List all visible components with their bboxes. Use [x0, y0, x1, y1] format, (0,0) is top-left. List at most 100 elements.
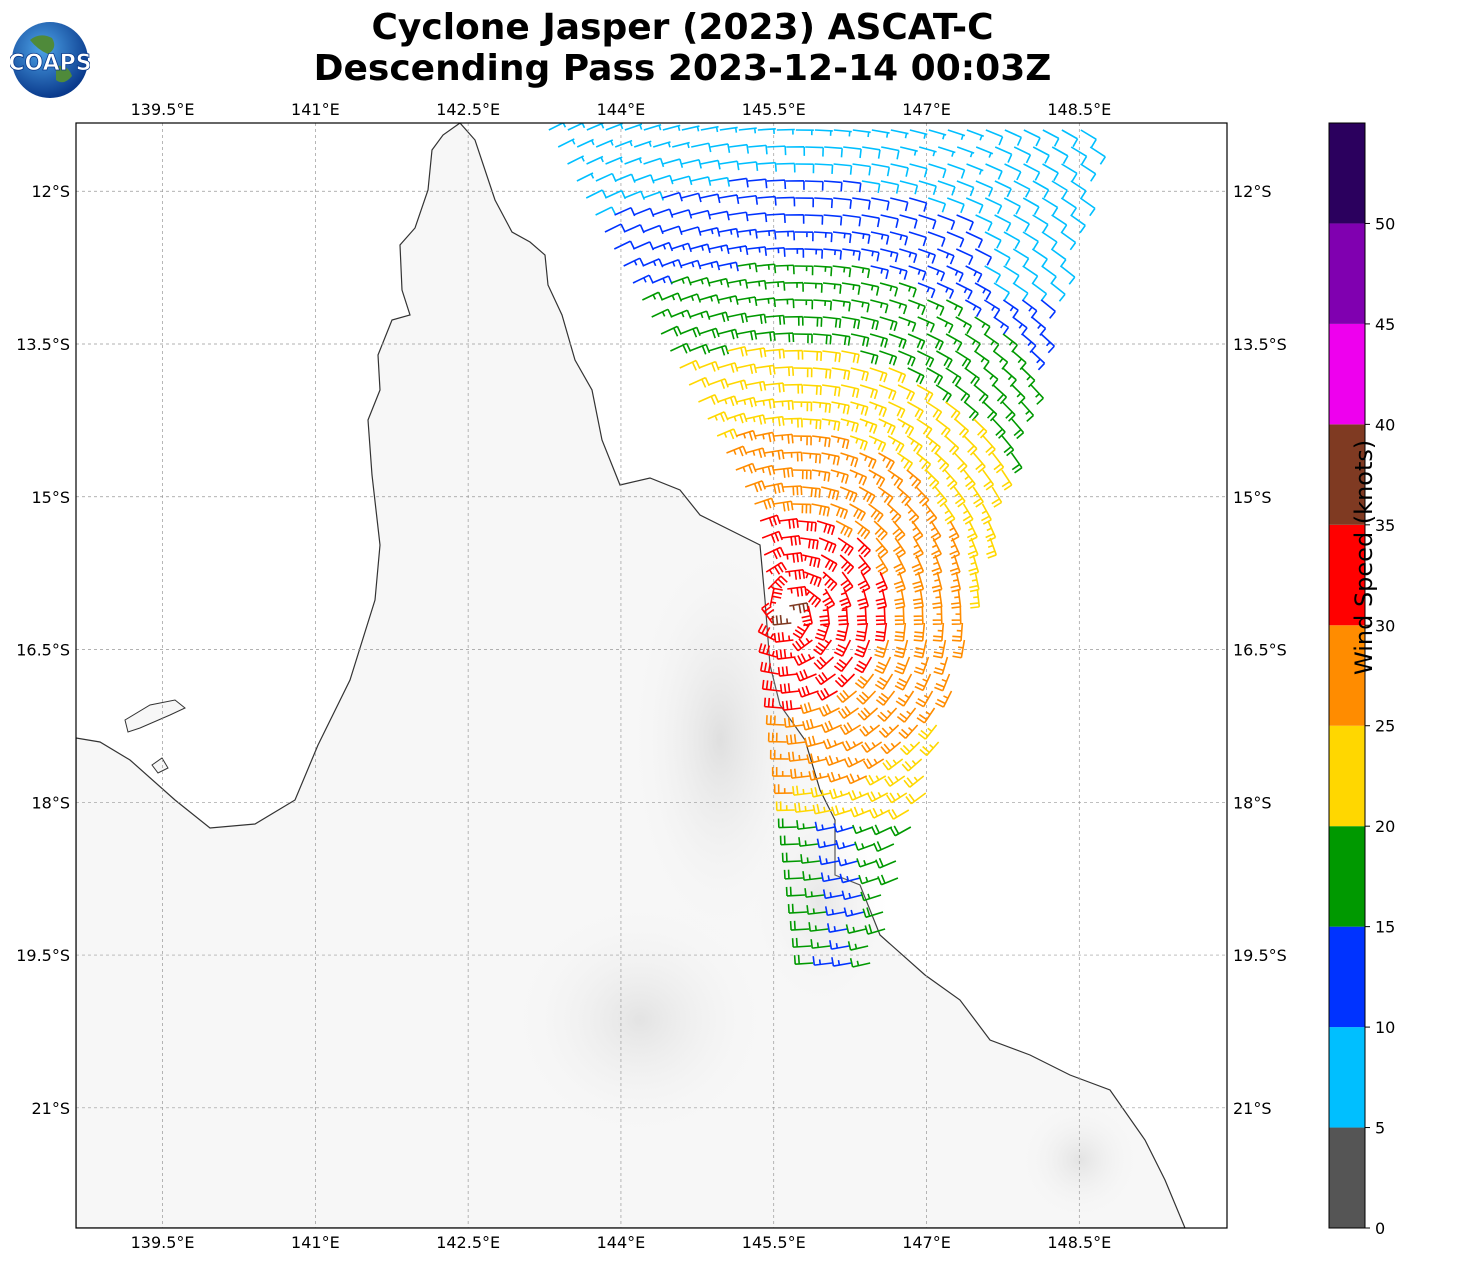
wind-barb	[816, 520, 836, 536]
wind-barb	[773, 632, 794, 643]
wind-barb	[765, 314, 786, 325]
wind-barb	[716, 428, 738, 440]
wind-barb	[857, 707, 879, 721]
wind-barb	[849, 806, 872, 818]
wind-barb	[906, 469, 922, 489]
wind-barb	[792, 503, 812, 514]
wind-barb	[802, 718, 823, 731]
wind-barb	[851, 299, 870, 313]
wind-barb	[822, 588, 836, 610]
wind-barb	[819, 605, 831, 626]
wind-barb	[767, 575, 788, 591]
wind-barb	[916, 707, 936, 724]
wind-barb	[719, 160, 740, 171]
wind-barb	[1011, 418, 1025, 440]
wind-barb	[736, 396, 757, 408]
wind-barb	[932, 622, 945, 642]
wind-barb	[896, 707, 917, 723]
chart-title-line-1: Cyclone Jasper (2023) ASCAT-C	[371, 7, 994, 48]
land-mass	[76, 123, 1186, 1228]
wind-barb	[737, 228, 758, 239]
wind-barb	[804, 735, 825, 748]
wind-barb	[765, 561, 787, 575]
wind-barb	[813, 656, 834, 670]
wind-barb	[936, 350, 953, 369]
wind-barb	[931, 537, 942, 559]
wind-barb	[754, 464, 776, 476]
wind-barb	[934, 452, 950, 473]
wind-barb	[887, 469, 904, 489]
wind-barb	[1050, 282, 1066, 302]
wind-barb	[824, 146, 843, 158]
wind-barb	[810, 787, 831, 798]
wind-barb	[806, 905, 827, 915]
wind-barb	[927, 231, 946, 247]
wind-barb	[759, 661, 779, 675]
wind-barb	[814, 821, 836, 832]
axis-tick-labels: 139.5°E 139.5°E 141°E 141°E 142.5°E 142.5°E 14…	[16, 100, 1287, 1252]
wind-barb	[868, 435, 887, 452]
wind-barb	[785, 568, 806, 580]
wind-barb	[661, 225, 683, 236]
wind-barb	[735, 462, 757, 474]
wind-barb	[890, 163, 909, 177]
wind-barb	[858, 874, 880, 885]
wind-barb	[898, 350, 916, 367]
wind-barb	[915, 452, 932, 472]
wind-barb	[917, 724, 938, 740]
wind-barb	[1032, 146, 1050, 164]
wind-barb	[773, 467, 794, 478]
wind-barb	[975, 180, 994, 197]
wind-barb	[912, 571, 925, 593]
wind-barb	[623, 257, 645, 267]
wind-barb	[994, 180, 1012, 198]
wind-barb	[950, 571, 962, 593]
chart-title-line-2: Descending Pass 2023-12-14 00:03Z	[313, 48, 1052, 89]
island-small	[151, 757, 169, 774]
wind-barb	[813, 231, 833, 243]
wind-barb	[1061, 129, 1079, 148]
wind-barb	[859, 418, 878, 434]
wind-barb	[813, 639, 833, 656]
wind-barb	[934, 486, 948, 508]
wind-barb	[870, 824, 893, 836]
wind-barb	[804, 888, 825, 898]
lat-tick-label-right: 18°S	[1233, 793, 1272, 812]
wind-barb	[737, 262, 758, 273]
wind-barb	[840, 452, 859, 468]
wind-barb	[783, 417, 803, 428]
wind-barb	[873, 841, 895, 853]
wind-barb	[888, 401, 906, 419]
wind-barb	[1004, 163, 1022, 181]
wind-barb	[841, 282, 861, 295]
wind-barb	[918, 248, 937, 264]
wind-barb	[974, 248, 993, 266]
wind-barb	[841, 350, 860, 364]
wind-barb	[868, 503, 884, 523]
wind-barb	[880, 741, 902, 755]
wind-barb	[874, 639, 890, 658]
wind-barb	[892, 520, 906, 542]
wind-barb	[818, 537, 837, 554]
wind-barb	[850, 333, 870, 347]
wind-barb	[799, 702, 821, 715]
wind-barb	[903, 775, 925, 788]
wind-barb	[936, 316, 954, 334]
wind-barb	[1050, 248, 1067, 268]
wind-barb	[745, 414, 767, 425]
wind-barb	[899, 248, 918, 264]
wind-barb	[861, 248, 880, 262]
wind-barb	[624, 123, 643, 131]
wind-barb	[652, 208, 674, 218]
wind-barb	[822, 282, 842, 294]
lon-tick-label-bottom: 148.5°E	[1047, 1233, 1111, 1252]
wind-barb	[792, 785, 812, 796]
wind-barb	[926, 367, 944, 386]
wind-barb	[915, 690, 934, 708]
wind-barb	[909, 129, 928, 139]
wind-barb	[718, 261, 739, 272]
wind-barb	[794, 802, 814, 813]
wind-barb	[781, 852, 801, 863]
wind-barb	[880, 180, 900, 194]
wind-barb	[854, 841, 876, 851]
